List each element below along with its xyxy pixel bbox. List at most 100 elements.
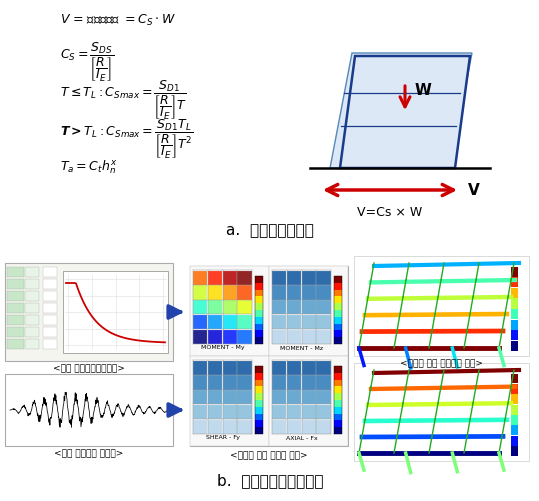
Polygon shape	[340, 56, 470, 168]
Bar	[301, 420, 316, 434]
Bar	[334, 427, 342, 434]
Text: W: W	[415, 83, 432, 98]
Bar	[272, 361, 286, 375]
Bar	[193, 405, 208, 419]
Bar	[208, 361, 222, 375]
Bar	[511, 415, 518, 425]
Bar	[223, 285, 237, 300]
Bar	[316, 330, 330, 344]
Text: <입력 설계응답스펙트럼>: <입력 설계응답스펙트럼>	[53, 364, 125, 373]
Bar	[287, 271, 301, 285]
Bar	[237, 420, 252, 434]
Bar	[511, 425, 518, 435]
Bar	[334, 317, 342, 324]
Bar	[255, 407, 263, 414]
Bar	[208, 285, 222, 300]
Bar	[272, 330, 286, 344]
Bar	[334, 420, 342, 427]
Bar	[193, 330, 208, 344]
Bar	[287, 405, 301, 419]
Text: $T_a = C_t h_n^x$: $T_a = C_t h_n^x$	[60, 158, 118, 175]
Bar	[63, 271, 168, 353]
Bar	[255, 317, 263, 324]
Bar	[272, 285, 286, 300]
Bar	[272, 300, 286, 315]
Bar	[43, 303, 57, 313]
Bar	[272, 271, 286, 285]
Bar	[511, 309, 518, 319]
Text: <지진에 의한 층간변위 검토>: <지진에 의한 층간변위 검토>	[400, 359, 483, 368]
Bar	[5, 374, 173, 446]
Text: MOMENT - My: MOMENT - My	[201, 346, 244, 351]
Bar	[255, 310, 263, 317]
Bar	[208, 390, 222, 404]
Bar	[255, 324, 263, 330]
Text: SHEAR - Fy: SHEAR - Fy	[205, 435, 239, 440]
Bar	[287, 315, 301, 329]
Bar	[43, 327, 57, 337]
Bar	[255, 400, 263, 407]
Bar	[334, 393, 342, 400]
Polygon shape	[330, 53, 472, 168]
Bar	[208, 375, 222, 390]
Bar	[301, 315, 316, 329]
Bar	[334, 386, 342, 393]
Text: <입력 시간이력 지진파>: <입력 시간이력 지진파>	[54, 449, 123, 458]
Bar	[511, 320, 518, 330]
Bar	[511, 288, 518, 298]
Bar	[237, 300, 252, 315]
Bar	[25, 279, 39, 289]
Bar	[255, 297, 263, 303]
Bar	[208, 271, 222, 285]
Bar	[511, 374, 518, 383]
Bar	[223, 375, 237, 390]
Text: a.  등가정적해석법: a. 등가정적해석법	[226, 223, 314, 238]
Bar	[7, 303, 24, 313]
Bar	[272, 315, 286, 329]
Bar	[7, 279, 24, 289]
Bar	[223, 271, 237, 285]
Bar	[7, 327, 24, 337]
Bar	[255, 276, 263, 283]
Bar	[223, 300, 237, 315]
Bar	[193, 375, 208, 390]
Text: $C_S = \dfrac{S_{DS}}{\left[\dfrac{R}{I_E}\right]}$: $C_S = \dfrac{S_{DS}}{\left[\dfrac{R}{I_…	[60, 41, 115, 84]
Text: $\boldsymbol{T > T_L} : C_{Smax} = \dfrac{S_{D1}T_L}{\left[\dfrac{R}{I_E}\right]: $\boldsymbol{T > T_L} : C_{Smax} = \dfra…	[60, 118, 194, 161]
Bar	[334, 303, 342, 310]
Bar	[190, 266, 269, 356]
Bar	[316, 300, 330, 315]
Text: AXIAL - Fx: AXIAL - Fx	[286, 435, 317, 440]
Bar	[334, 297, 342, 303]
Bar	[272, 405, 286, 419]
Bar	[25, 339, 39, 349]
Bar	[255, 366, 263, 373]
Bar	[255, 330, 263, 337]
Bar	[193, 390, 208, 404]
Bar	[334, 324, 342, 330]
Bar	[237, 405, 252, 419]
Bar	[7, 291, 24, 301]
Bar	[237, 375, 252, 390]
Bar	[334, 414, 342, 420]
Bar	[316, 315, 330, 329]
Bar	[316, 375, 330, 390]
Bar	[7, 267, 24, 277]
Bar	[334, 337, 342, 344]
Bar	[272, 390, 286, 404]
Bar	[287, 420, 301, 434]
Bar	[287, 330, 301, 344]
Bar	[208, 300, 222, 315]
Bar	[511, 384, 518, 394]
Bar	[237, 315, 252, 329]
Text: MOMENT - Mz: MOMENT - Mz	[280, 346, 323, 351]
Bar	[255, 290, 263, 297]
Bar	[301, 405, 316, 419]
Text: V=Cs × W: V=Cs × W	[357, 206, 423, 219]
Bar	[334, 290, 342, 297]
Bar	[208, 330, 222, 344]
Bar	[511, 267, 518, 277]
Text: V: V	[468, 182, 480, 197]
Bar	[193, 271, 208, 285]
Bar	[237, 285, 252, 300]
Bar	[316, 405, 330, 419]
